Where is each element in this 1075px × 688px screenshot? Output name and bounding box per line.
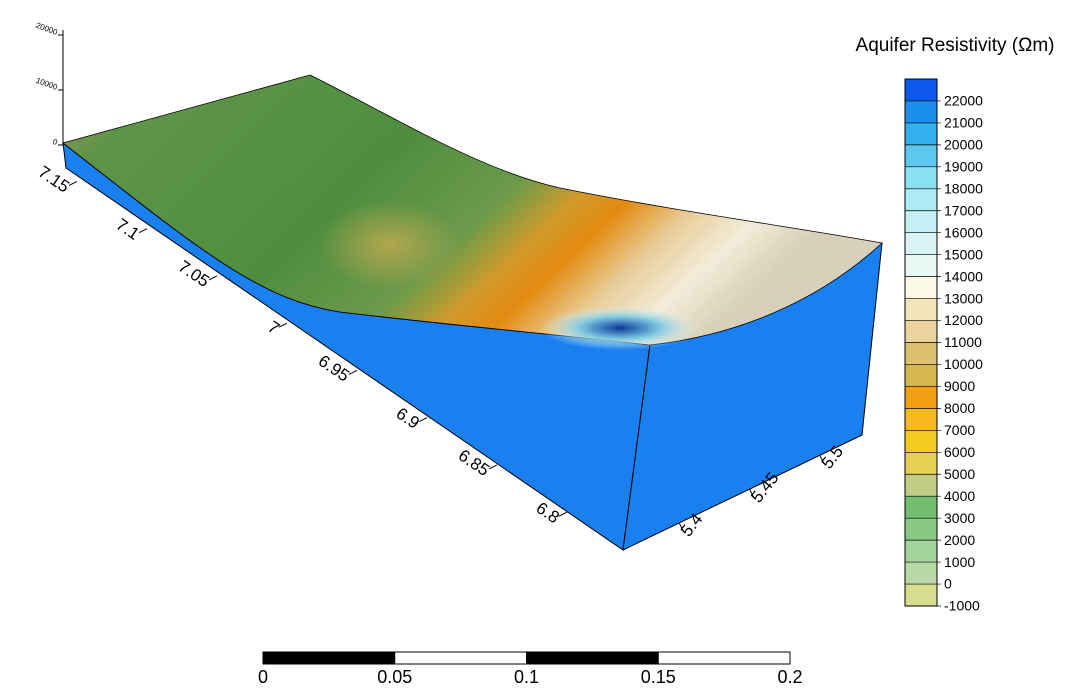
colorbar-band [905, 166, 937, 189]
colorbar-tick-label: 13000 [944, 290, 983, 306]
colorbar-tick-label: 9000 [944, 378, 975, 394]
colorbar-tick-label: 20000 [944, 137, 983, 153]
x-tick [348, 370, 358, 375]
colorbar-tick-label: 0 [944, 576, 952, 592]
colorbar-band [905, 408, 937, 431]
colorbar-tick-label: 16000 [944, 224, 983, 240]
colorbar-tick-label: 2000 [944, 532, 975, 548]
colorbar-band [905, 144, 937, 167]
colorbar-tick-label: 7000 [944, 422, 975, 438]
y-tick [749, 488, 754, 498]
colorbar-title: Aquifer Resistivity (Ωm) [856, 35, 1055, 56]
scalebar-segment [657, 651, 791, 665]
scalebar-label: 0 [258, 667, 268, 687]
surface-feature [540, 306, 700, 350]
scalebar-label: 0.2 [777, 667, 802, 687]
x-tick [558, 511, 568, 517]
y-tick [678, 522, 684, 532]
x-tick [68, 181, 78, 186]
colorbar-tick-label: 11000 [944, 334, 982, 350]
colorbar-band [905, 452, 937, 475]
colorbar-band [905, 320, 937, 343]
colorbar-tick-label: 22000 [944, 93, 983, 109]
colorbar-band [905, 562, 937, 585]
colorbar-band [905, 210, 937, 233]
scalebar-label: 0.05 [377, 667, 412, 687]
colorbar-tick-label: 15000 [944, 246, 983, 262]
surface-feature [320, 200, 460, 290]
colorbar-band [905, 518, 937, 541]
colorbar-band [905, 496, 937, 519]
box [62, 74, 883, 551]
scalebar-segment [262, 651, 396, 665]
scalebar-segment [526, 651, 659, 665]
x-tick [138, 228, 148, 234]
y-tick [819, 455, 825, 464]
x-tick-label: 7 [264, 317, 282, 338]
colorbar-band [905, 100, 937, 123]
colorbar-band [905, 188, 937, 211]
colorbar-band [905, 79, 937, 101]
scalebar-label: 0.1 [514, 667, 539, 687]
colorbar-tick-label: 6000 [944, 444, 975, 460]
x-tick-label: 7.1 [113, 215, 143, 244]
x-tick [488, 464, 498, 470]
colorbar-tick-label: 1000 [944, 554, 975, 570]
colorbar-tick-label: 10000 [944, 356, 983, 372]
colorbar-tick-label: 14000 [944, 268, 983, 284]
colorbar-band [905, 364, 937, 387]
colorbar-band [905, 254, 937, 277]
colorbar-band [905, 122, 937, 145]
colorbar-tick-label: 5000 [944, 466, 975, 482]
x-tick [278, 322, 288, 328]
colorbar-band [905, 232, 937, 255]
x-tick [418, 417, 428, 423]
x-tick [208, 275, 218, 281]
colorbar-tick-label: 17000 [944, 202, 983, 218]
colorbar-band [905, 430, 937, 453]
z-tick-label: 20000 [35, 21, 60, 37]
colorbar-tick-label: 18000 [944, 180, 983, 196]
colorbar-tick-label: 8000 [944, 400, 975, 416]
scalebar-segment [394, 651, 527, 665]
colorbar-tick-label: 12000 [944, 312, 983, 328]
colorbar-band [905, 298, 937, 321]
scalebar-label: 0.15 [641, 667, 676, 687]
colorbar-band [905, 342, 937, 365]
colorbar-tick-label: 3000 [944, 510, 975, 526]
colorbar-tick-label: 21000 [944, 115, 983, 131]
colorbar-band [905, 474, 937, 497]
colorbar-tick-label: -1000 [944, 598, 980, 614]
colorbar-tick-label: 19000 [944, 159, 983, 175]
colorbar-band [905, 584, 937, 606]
z-tick-label: 0 [51, 137, 59, 147]
surface [62, 74, 883, 346]
colorbar-band [905, 540, 937, 563]
colorbar-tick-label: 4000 [944, 488, 975, 504]
colorbar-band [905, 276, 937, 299]
z-tick-label: 10000 [35, 76, 60, 92]
colorbar-band [905, 386, 937, 409]
